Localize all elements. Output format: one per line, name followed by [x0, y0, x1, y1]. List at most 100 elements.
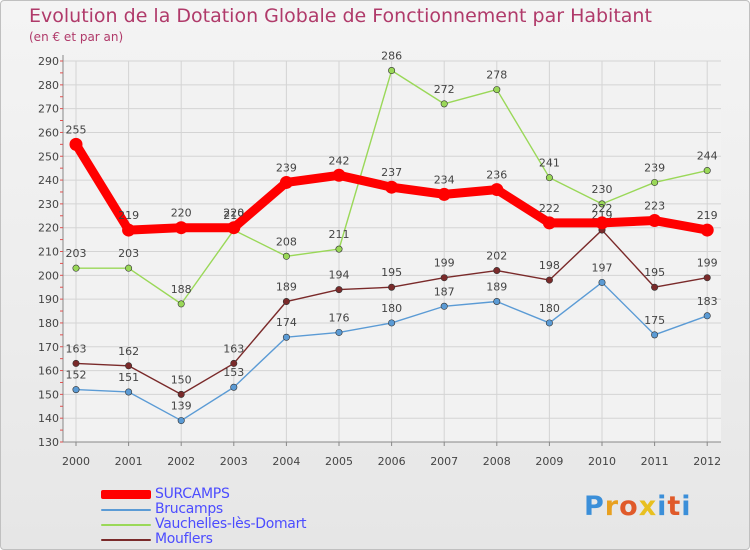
data-label: 278	[486, 69, 507, 82]
y-tick-label: 200	[38, 269, 59, 282]
legend-label: SURCAMPS	[155, 486, 230, 502]
data-point	[125, 388, 133, 396]
x-tick-label: 2005	[325, 455, 353, 468]
data-label: 180	[381, 302, 402, 315]
data-point	[388, 67, 396, 75]
data-point	[700, 223, 714, 237]
data-label: 183	[697, 295, 718, 308]
y-tick-label: 260	[38, 126, 59, 139]
data-label: 286	[381, 50, 402, 63]
data-label: 198	[539, 259, 560, 272]
data-point	[545, 276, 553, 284]
legend-swatch	[101, 509, 151, 511]
x-tick-label: 2008	[483, 455, 511, 468]
data-label: 174	[276, 316, 297, 329]
data-label: 195	[644, 266, 665, 279]
data-label: 139	[171, 400, 192, 413]
data-label: 203	[66, 247, 87, 260]
data-point	[703, 167, 711, 175]
data-label: 194	[329, 269, 350, 282]
x-tick-label: 2012	[693, 455, 721, 468]
data-point	[651, 178, 659, 186]
data-point	[177, 417, 185, 425]
data-label: 197	[592, 261, 613, 274]
y-tick-label: 160	[38, 365, 59, 378]
data-point	[493, 267, 501, 275]
data-label: 163	[66, 342, 87, 355]
data-point	[230, 359, 238, 367]
data-point	[230, 383, 238, 391]
data-label: 151	[118, 371, 139, 384]
y-tick-label: 250	[38, 150, 59, 163]
data-label: 188	[171, 283, 192, 296]
y-tick-label: 230	[38, 198, 59, 211]
data-label: 153	[223, 366, 244, 379]
y-tick-label: 170	[38, 341, 59, 354]
legend-swatch	[101, 490, 151, 499]
data-label: 244	[697, 150, 718, 163]
y-tick-label: 150	[38, 388, 59, 401]
data-point	[335, 286, 343, 294]
data-point	[174, 221, 188, 235]
chart-title: Evolution de la Dotation Globale de Fonc…	[29, 5, 652, 27]
data-label: 222	[592, 202, 613, 215]
logo-letter: x	[638, 491, 658, 522]
data-point	[177, 390, 185, 398]
data-label: 242	[329, 154, 350, 167]
data-label: 152	[66, 369, 87, 382]
data-label: 223	[644, 200, 665, 213]
data-label: 234	[434, 173, 455, 186]
data-label: 162	[118, 345, 139, 358]
data-point	[388, 283, 396, 291]
data-label: 222	[539, 202, 560, 215]
logo-letter: i	[681, 491, 692, 522]
x-tick-label: 2006	[378, 455, 406, 468]
data-point	[227, 221, 241, 235]
data-point	[72, 359, 80, 367]
data-point	[493, 86, 501, 94]
data-label: 272	[434, 83, 455, 96]
y-tick-label: 240	[38, 174, 59, 187]
data-label: 237	[381, 166, 402, 179]
data-label: 211	[329, 228, 350, 241]
data-point	[598, 200, 606, 208]
data-label: 150	[171, 373, 192, 386]
data-label: 203	[118, 247, 139, 260]
data-point	[69, 137, 83, 151]
data-label: 180	[539, 302, 560, 315]
data-label: 220	[223, 207, 244, 220]
data-label: 187	[434, 285, 455, 298]
data-point	[651, 331, 659, 339]
data-label: 189	[276, 281, 297, 294]
x-tick-label: 2004	[272, 455, 300, 468]
data-label: 220	[171, 207, 192, 220]
data-point	[385, 180, 399, 194]
legend-swatch	[101, 524, 151, 526]
data-point	[282, 298, 290, 306]
data-point	[598, 278, 606, 286]
data-point	[177, 300, 185, 308]
data-label: 255	[66, 123, 87, 136]
proxiti-logo: Proxiti	[584, 491, 692, 522]
y-tick-label: 130	[38, 436, 59, 449]
data-label: 208	[276, 235, 297, 248]
data-point	[542, 216, 556, 230]
y-tick-label: 290	[38, 55, 59, 68]
data-label: 176	[329, 311, 350, 324]
logo-letter: P	[584, 491, 605, 522]
y-tick-label: 140	[38, 412, 59, 425]
chart-subtitle: (en € et par an)	[29, 30, 124, 44]
logo-letter: o	[619, 491, 639, 522]
data-point	[651, 283, 659, 291]
data-label: 199	[697, 257, 718, 270]
data-point	[122, 223, 136, 237]
data-point	[440, 274, 448, 282]
y-tick-label: 270	[38, 103, 59, 116]
data-label: 195	[381, 266, 402, 279]
y-tick-label: 180	[38, 317, 59, 330]
data-point	[493, 298, 501, 306]
data-point	[703, 274, 711, 282]
data-point	[72, 264, 80, 272]
